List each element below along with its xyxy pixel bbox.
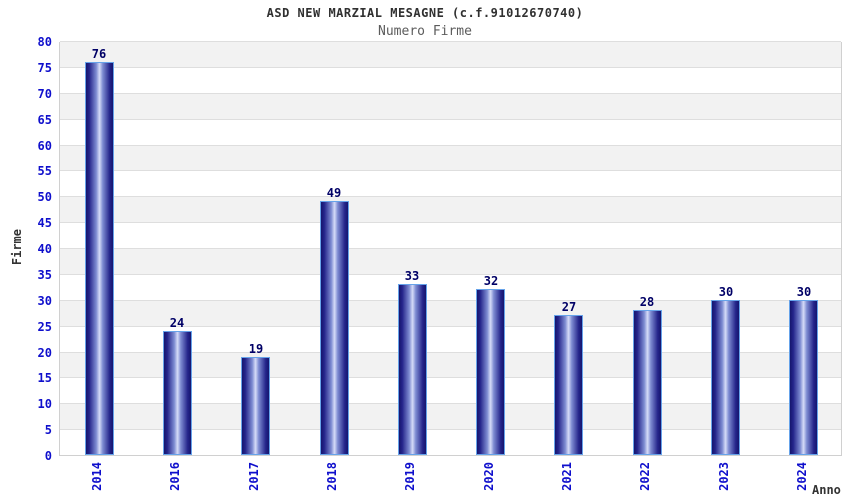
x-tick-label: 2024 (795, 462, 809, 491)
y-tick-label: 15 (37, 371, 52, 385)
y-tick-label: 20 (37, 346, 52, 360)
bar-value-label: 33 (404, 269, 420, 283)
x-tick-label: 2022 (638, 462, 652, 491)
y-tick-label: 75 (37, 61, 52, 75)
bar-2014 (85, 62, 114, 455)
grid-band (60, 248, 841, 274)
y-tick-label: 10 (37, 397, 52, 411)
bar-2020 (476, 289, 505, 455)
bar-value-label: 28 (639, 295, 655, 309)
y-tick-label: 5 (44, 423, 52, 437)
y-tick-label: 50 (37, 190, 52, 204)
x-tick-label: 2019 (403, 462, 417, 491)
x-axis-title: Anno (812, 483, 841, 497)
grid-band (60, 144, 841, 171)
y-tick-label: 60 (37, 139, 52, 153)
y-tick-label: 55 (37, 164, 52, 178)
y-tick-label: 80 (37, 35, 52, 49)
bar-2024 (789, 300, 818, 455)
x-tick-label: 2018 (325, 462, 339, 491)
grid-band (60, 92, 841, 119)
bar-2018 (320, 201, 349, 455)
x-tick-label: 2021 (560, 462, 574, 491)
bar-2023 (711, 300, 740, 455)
grid-band (60, 170, 841, 197)
bar-value-label: 49 (326, 186, 342, 200)
grid-band (60, 196, 841, 223)
y-tick-label: 65 (37, 113, 52, 127)
x-tick-label: 2016 (168, 462, 182, 491)
y-tick-label: 35 (37, 268, 52, 282)
grid-band (60, 273, 841, 300)
chart-subtitle: Numero Firme (378, 24, 472, 39)
grid-band (60, 222, 841, 248)
bar-2019 (398, 284, 427, 455)
bar-value-label: 24 (169, 316, 185, 330)
bar-value-label: 32 (483, 274, 499, 288)
bar-value-label: 30 (718, 285, 734, 299)
y-tick-label: 40 (37, 242, 52, 256)
y-tick-label: 45 (37, 216, 52, 230)
grid-band (60, 299, 841, 326)
plot-area: 76 24 19 49 33 32 27 28 30 30 (59, 41, 842, 456)
grid-band (60, 41, 841, 67)
y-tick-label: 0 (44, 449, 52, 463)
bar-2017 (241, 357, 270, 455)
bar-value-label: 27 (561, 300, 577, 314)
grid-band (60, 66, 841, 93)
x-tick-label: 2020 (482, 462, 496, 491)
x-tick-label: 2014 (90, 462, 104, 491)
bar-value-label: 19 (248, 342, 264, 356)
y-tick-label: 70 (37, 87, 52, 101)
x-tick-label: 2017 (247, 462, 261, 491)
bar-value-label: 30 (796, 285, 812, 299)
bar-value-label: 76 (91, 47, 107, 61)
bar-2021 (554, 315, 583, 455)
x-tick-label: 2023 (717, 462, 731, 491)
bar-2016 (163, 331, 192, 455)
y-tick-label: 30 (37, 294, 52, 308)
y-tick-label: 25 (37, 320, 52, 334)
grid-band (60, 118, 841, 145)
chart-title: ASD NEW MARZIAL MESAGNE (c.f.91012670740… (266, 6, 584, 20)
bar-2022 (633, 310, 662, 455)
